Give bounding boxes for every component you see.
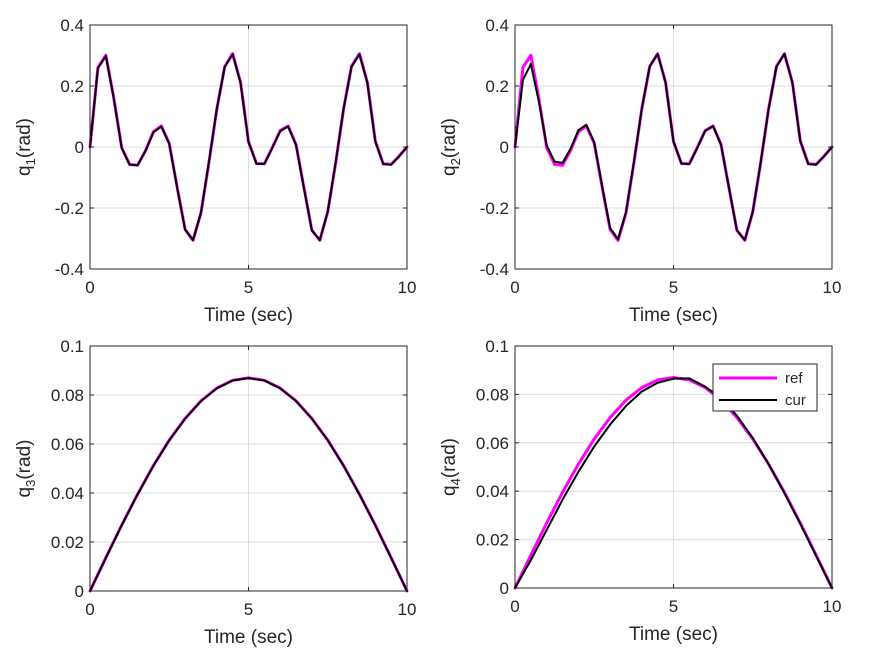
legend-box [712,363,818,412]
x-tick-label: 5 [244,600,253,619]
x-tick-label: 5 [669,278,678,297]
y-tick-label: 0 [75,138,84,157]
y-tick-label: 0.08 [51,386,84,405]
y-tick-label: 0.08 [476,385,509,404]
y-tick-label: -0.2 [480,199,509,218]
y-tick-label: 0.2 [485,77,509,96]
y-tick-label: -0.2 [55,199,84,218]
y-tick-label: 0.04 [51,484,84,503]
subplot-q2: 0 5 10 -0.4 -0.2 0 0.2 0.4 Time (sec) q2(rad) [439,16,841,326]
x-axis-title: Time (sec) [204,305,293,326]
series-line-cur [514,52,833,242]
x-tick-label: 0 [510,597,519,616]
x-tick-label: 0 [85,278,94,297]
y-axis-title: q3(rad) [14,440,38,498]
x-axis-title: Time (sec) [629,305,718,326]
y-tick-label: 0.02 [51,533,84,552]
legend-label-ref: ref [785,370,803,387]
y-tick-label: -0.4 [480,260,509,279]
series-line-cur [514,377,833,589]
y-tick-label: 0.2 [60,77,84,96]
y-tick-label: 0.06 [476,434,509,453]
y-axis-title: q4(rad) [439,438,463,496]
x-axis-title: Time (sec) [204,627,293,648]
series-line-cur [89,377,408,592]
legend: ref cur [712,363,818,412]
series-line-cur [89,53,408,242]
y-tick-label: 0 [500,579,509,598]
x-tick-label: 10 [823,278,842,297]
x-tick-label: 5 [669,597,678,616]
y-axis-title: q2(rad) [439,118,463,176]
subplot-q3: 0 5 10 0 0.02 0.04 0.06 0.08 0.1 Time (sec) q3(rad… [14,337,416,648]
y-tick-label: 0.02 [476,531,509,550]
x-axis-title: Time (sec) [629,624,718,645]
y-tick-label: 0.04 [476,482,509,501]
legend-label-cur: cur [785,392,806,409]
y-tick-label: 0.1 [60,337,84,356]
y-tick-label: 0 [500,138,509,157]
y-tick-label: 0.4 [60,16,84,35]
y-tick-label: 0.1 [485,337,509,356]
y-tick-label: -0.4 [55,260,84,279]
x-tick-label: 10 [398,278,417,297]
subplot-q1: 0 5 10 -0.4 -0.2 0 0.2 0.4 Time (sec) q1(rad) [14,16,416,326]
x-tick-label: 0 [510,278,519,297]
x-tick-label: 10 [398,600,417,619]
x-tick-label: 0 [85,600,94,619]
y-tick-label: 0 [75,582,84,601]
subplot-q4: 0 5 10 0 0.02 0.04 0.06 0.08 0.1 Time (sec) q4(rad… [439,337,841,645]
y-tick-label: 0.06 [51,435,84,454]
x-tick-label: 5 [244,278,253,297]
y-axis-title: q1(rad) [14,118,38,176]
x-tick-label: 10 [823,597,842,616]
y-tick-label: 0.4 [485,16,509,35]
